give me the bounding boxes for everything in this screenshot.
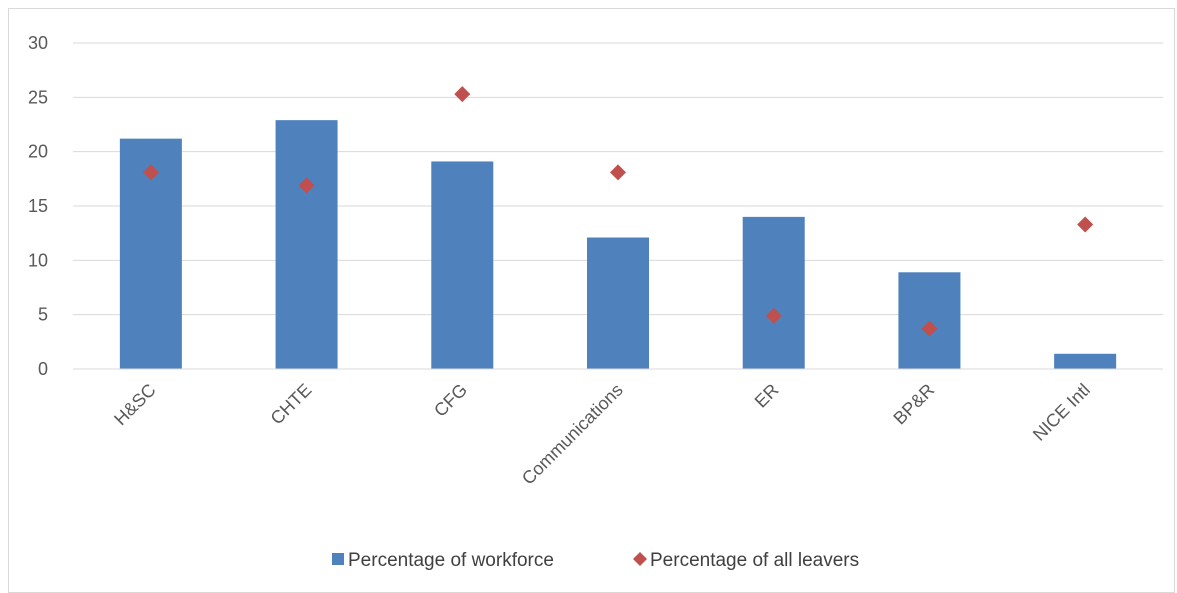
legend-swatch-leavers [633, 552, 647, 566]
legend-label-leavers: Percentage of all leavers [650, 550, 859, 571]
marker-7 [1077, 216, 1094, 233]
x-tick-label: ER [751, 380, 783, 412]
marker-2 [298, 177, 315, 194]
y-tick-label: 0 [38, 359, 48, 379]
legend-label-workforce: Percentage of workforce [348, 550, 554, 571]
marker-1 [142, 164, 159, 181]
marker-series [142, 86, 1094, 337]
gridlines [73, 42, 1163, 316]
marker-3 [454, 86, 471, 103]
marker-6 [921, 320, 938, 337]
y-tick-label: 5 [38, 305, 48, 325]
x-tick-label: CHTE [267, 380, 316, 429]
y-tick-label: 10 [28, 250, 48, 270]
bar-6 [898, 272, 961, 369]
marker-5 [765, 307, 782, 324]
y-tick-label: 15 [28, 196, 48, 216]
x-axis-ticks: H&SC CHTE CFG Communications ER BP&R NICE Intl [110, 380, 1094, 489]
legend-swatch-workforce [332, 553, 344, 565]
x-tick-label: CFG [430, 380, 471, 421]
bar-3 [431, 161, 494, 369]
bar-series [119, 120, 1117, 369]
y-tick-label: 25 [28, 87, 48, 107]
x-tick-label: Communications [518, 380, 627, 489]
bar-7 [1054, 353, 1117, 369]
marker-4 [610, 164, 626, 181]
y-tick-label: 20 [28, 142, 48, 162]
bar-5 [742, 216, 805, 369]
bar-4 [587, 237, 649, 369]
x-tick-label: BP&R [889, 380, 938, 429]
bar-2 [275, 120, 338, 369]
y-axis-ticks: 0 5 10 15 20 25 30 [28, 33, 48, 379]
legend: Percentage of workforce Percentage of al… [332, 550, 859, 571]
x-tick-label: NICE Intl [1029, 380, 1094, 445]
y-tick-label: 30 [28, 33, 48, 53]
x-tick-label: H&SC [110, 380, 160, 430]
